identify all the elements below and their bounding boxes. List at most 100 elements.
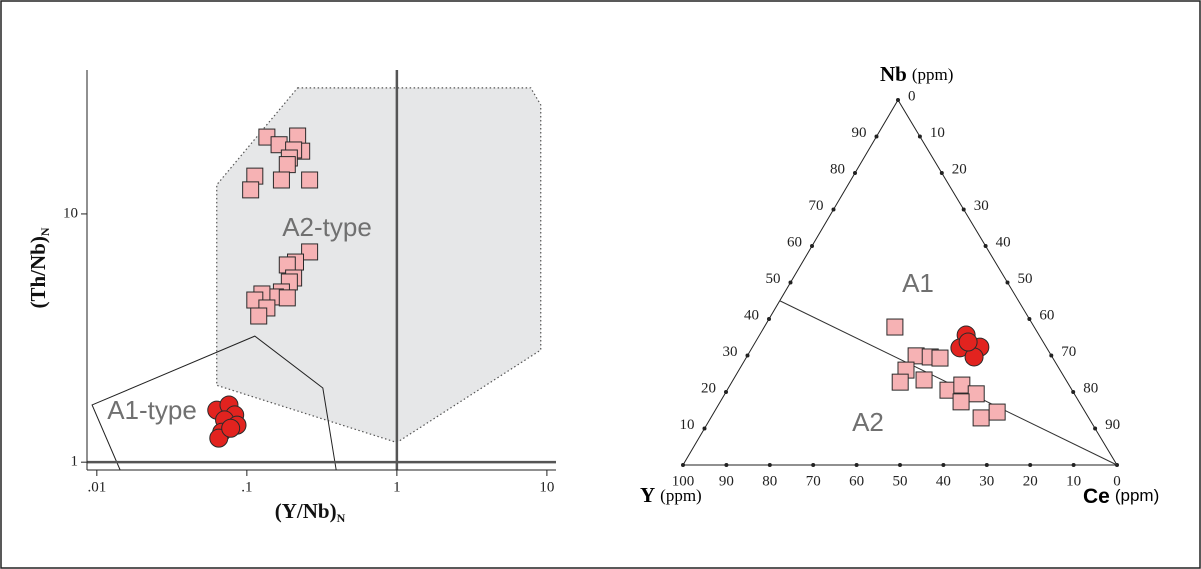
y-tick-label: 1 — [71, 454, 79, 470]
tick-dot — [898, 463, 902, 467]
tick-dot — [1027, 317, 1032, 321]
apex-label-main: Y — [640, 483, 655, 507]
tick-label: 0 — [908, 88, 916, 104]
square-marker — [278, 289, 296, 307]
tick-label: 60 — [787, 234, 802, 250]
apex-label-main: Nb — [880, 62, 907, 86]
apex-label: Ce (ppm) — [1083, 485, 1159, 508]
square-marker — [907, 347, 925, 365]
tick-label: 70 — [806, 473, 821, 489]
tick-dot — [874, 134, 879, 139]
tick-label: 10 — [930, 125, 945, 141]
tick-dot — [831, 207, 836, 212]
tick-label: 50 — [893, 473, 908, 489]
tick-dot — [941, 463, 946, 467]
tick-label: 10 — [680, 417, 695, 433]
square-marker — [891, 373, 909, 391]
tick-label: 50 — [766, 271, 781, 287]
apex-label-unit: (ppm) — [1115, 486, 1159, 505]
tick-dot — [1071, 463, 1076, 467]
square-marker — [967, 385, 985, 403]
square-marker — [272, 171, 290, 189]
region-label: A2 — [852, 407, 884, 437]
square-marker — [301, 171, 319, 189]
tick-label: 30 — [979, 473, 994, 489]
tick-dot — [1005, 280, 1010, 285]
x-tick-label: .01 — [87, 479, 106, 495]
tick-dot — [724, 463, 729, 467]
x-tick-label: 10 — [539, 479, 554, 495]
square-marker — [988, 403, 1006, 421]
square-marker — [953, 376, 971, 394]
field-outline — [91, 335, 337, 470]
square-marker — [242, 181, 260, 199]
tick-label: 20 — [1023, 473, 1038, 489]
apex-label-main: Ce — [1083, 485, 1110, 508]
tick-label: 70 — [1061, 344, 1076, 360]
tick-dot — [788, 280, 793, 285]
plot-area — [87, 70, 556, 470]
apex-label: Nb (ppm) — [880, 62, 953, 86]
tick-dot — [724, 390, 728, 394]
square-marker — [278, 156, 296, 174]
y-axis-title-main: (Th/Nb) — [26, 236, 50, 308]
x-axis-title-sub: N — [337, 511, 346, 525]
x-tick-label: 1 — [393, 479, 401, 495]
tick-label: 20 — [701, 380, 716, 396]
tick-dot — [983, 244, 988, 248]
apex-label: Y (ppm) — [640, 483, 702, 507]
tick-dot — [853, 171, 857, 175]
tick-label: 0 — [1113, 473, 1121, 489]
circle-marker — [221, 418, 241, 438]
tick-dot — [1049, 353, 1054, 358]
tick-label: 90 — [719, 473, 734, 489]
square-marker — [972, 409, 990, 427]
tick-dot — [1028, 463, 1033, 467]
tick-label: 100 — [672, 473, 695, 489]
tick-dot — [811, 463, 816, 467]
tick-dot — [939, 171, 944, 175]
tick-label: 30 — [974, 198, 989, 214]
square-marker — [952, 393, 970, 411]
tick-label: 60 — [849, 473, 864, 489]
x-tick-label: .1 — [241, 479, 252, 495]
y-axis-title: (Th/Nb)N — [26, 227, 52, 308]
tick-dot — [896, 98, 900, 102]
field-shaded — [216, 87, 542, 444]
x-axis-title: (Y/Nb)N — [275, 499, 346, 525]
tick-dot — [681, 463, 685, 467]
tick-dot — [1093, 426, 1098, 431]
tick-label: 80 — [830, 161, 845, 177]
tick-label: 90 — [852, 125, 867, 141]
tick-label: 20 — [952, 161, 967, 177]
tick-label: 70 — [809, 198, 824, 214]
tick-label: 30 — [723, 344, 738, 360]
tick-dot — [984, 463, 989, 467]
x-axis-title-main: (Y/Nb) — [275, 499, 337, 523]
tick-dot — [917, 134, 922, 139]
square-marker — [931, 349, 949, 367]
tick-dot — [854, 463, 859, 467]
tick-label: 40 — [996, 234, 1011, 250]
tick-label: 80 — [762, 473, 777, 489]
tick-dot — [767, 317, 771, 321]
tick-dot — [961, 207, 966, 212]
tick-dot — [810, 244, 814, 248]
tick-label: 90 — [1105, 417, 1120, 433]
square-marker — [301, 243, 319, 261]
tick-dot — [1071, 390, 1076, 394]
square-marker — [250, 307, 268, 325]
tick-dot — [767, 463, 772, 467]
tick-dot — [745, 353, 750, 358]
square-marker — [915, 371, 933, 389]
field-label: A1-type — [107, 395, 197, 425]
circle-marker — [958, 332, 978, 352]
tick-label: 10 — [1066, 473, 1081, 489]
tick-label: 60 — [1039, 307, 1054, 323]
y-axis-title-sub: N — [38, 227, 52, 236]
y-tick-label: 10 — [63, 205, 78, 221]
region-label: A1 — [902, 268, 934, 298]
tick-label: 80 — [1083, 380, 1098, 396]
